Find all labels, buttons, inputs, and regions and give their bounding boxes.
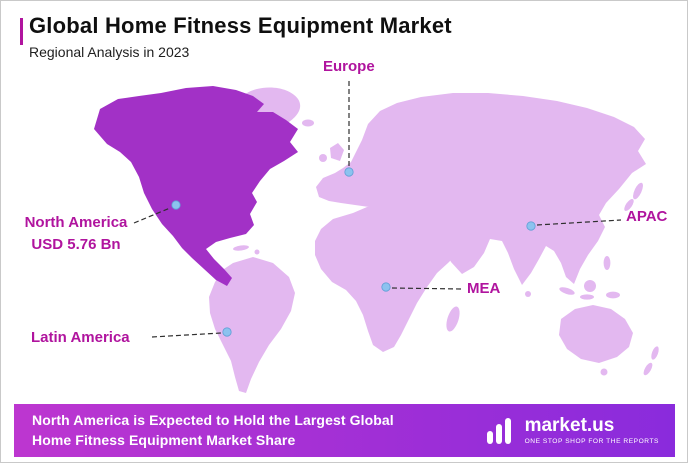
banner-caption-line2: Home Fitness Equipment Market Share xyxy=(32,431,296,448)
brand-tagline: ONE STOP SHOP FOR THE REPORTS xyxy=(524,437,659,445)
marker-north-america xyxy=(171,200,181,210)
region-name-north-america: North America xyxy=(24,214,128,231)
title-accent-bar xyxy=(20,18,23,45)
island-new-zealand-south xyxy=(643,362,653,376)
page-title: Global Home Fitness Equipment Market xyxy=(29,13,452,38)
island-sumatra xyxy=(559,287,575,295)
banner-caption-line1: North America is Expected to Hold the La… xyxy=(32,411,394,428)
marker-apac xyxy=(526,221,536,231)
island-sri-lanka xyxy=(525,291,531,297)
marker-latin-america xyxy=(222,327,232,337)
continent-eurasia xyxy=(316,93,646,285)
island-cuba xyxy=(233,245,249,251)
bar-chart-icon xyxy=(486,417,511,444)
connector-apac xyxy=(536,219,622,226)
region-label-europe: Europe xyxy=(323,58,375,75)
island-borneo xyxy=(584,280,596,292)
island-japan-north xyxy=(633,182,643,200)
page-subtitle: Regional Analysis in 2023 xyxy=(29,44,190,60)
marker-mea xyxy=(381,282,391,292)
brand-logo: market.us ONE STOP SHOP FOR THE REPORTS xyxy=(484,415,659,447)
continent-australia xyxy=(559,305,633,363)
continent-north-america xyxy=(94,86,298,286)
map-regions-base xyxy=(209,87,659,393)
region-label-latin-america: Latin America xyxy=(31,329,130,346)
region-markers xyxy=(171,167,536,337)
connector-latin-america xyxy=(151,332,222,338)
island-madagascar xyxy=(446,306,460,332)
connector-mea xyxy=(391,287,463,290)
island-philippines xyxy=(603,256,611,270)
island-japan-south xyxy=(624,199,634,211)
marker-europe xyxy=(344,167,354,177)
region-label-apac: APAC xyxy=(626,208,668,225)
region-value-north-america: USD 5.76 Bn xyxy=(31,235,121,253)
brand-name: market.us xyxy=(524,415,615,437)
island-united-kingdom xyxy=(330,143,344,161)
island-tasmania xyxy=(600,368,608,376)
footer-banner: North America is Expected to Hold the La… xyxy=(14,404,675,457)
island-java xyxy=(580,294,594,300)
connector-lines xyxy=(133,81,622,338)
island-new-guinea xyxy=(606,291,620,299)
brand-text: market.us ONE STOP SHOP FOR THE REPORTS xyxy=(525,416,659,445)
connector-north-america xyxy=(133,207,171,224)
island-ireland xyxy=(319,154,327,162)
continent-south-america xyxy=(209,257,295,393)
region-label-north-america: North America USD 5.76 Bn xyxy=(9,212,143,256)
banner-caption: North America is Expected to Hold the La… xyxy=(32,411,394,451)
map-region-highlight xyxy=(94,86,298,286)
continent-africa xyxy=(315,206,458,352)
region-label-mea: MEA xyxy=(467,280,501,297)
island-hispaniola xyxy=(254,249,260,255)
island-iceland xyxy=(302,119,314,127)
island-new-zealand-north xyxy=(651,346,659,360)
